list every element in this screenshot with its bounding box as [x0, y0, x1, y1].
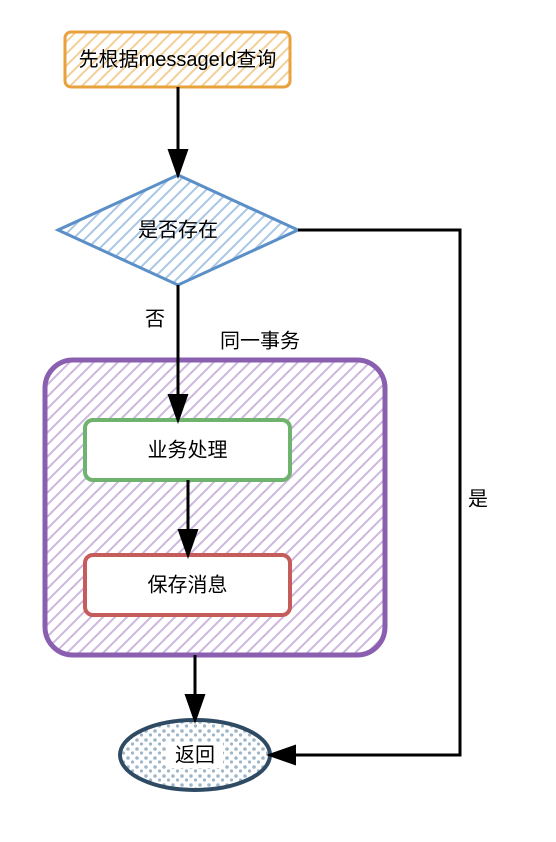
process-node: 业务处理 — [85, 420, 290, 480]
process-node-label: 业务处理 — [148, 438, 228, 461]
decision-node: 是否存在 — [58, 175, 298, 285]
save-node-label: 保存消息 — [148, 573, 228, 596]
start-node: 先根据messageId查询 — [65, 32, 290, 87]
transaction-group-title: 同一事务 — [220, 329, 300, 352]
start-node-label: 先根据messageId查询 — [79, 48, 277, 71]
decision-node-label: 是否存在 — [138, 218, 218, 241]
end-node: 返回 — [120, 720, 270, 790]
save-node: 保存消息 — [85, 555, 290, 615]
flowchart-canvas: 同一事务 先根据messageId查询 是否存在 业务处理 保存消息 返回 否 — [0, 0, 556, 842]
edge-no-label: 否 — [145, 308, 165, 330]
end-node-label: 返回 — [175, 743, 215, 766]
edge-yes-label: 是 — [468, 488, 488, 510]
